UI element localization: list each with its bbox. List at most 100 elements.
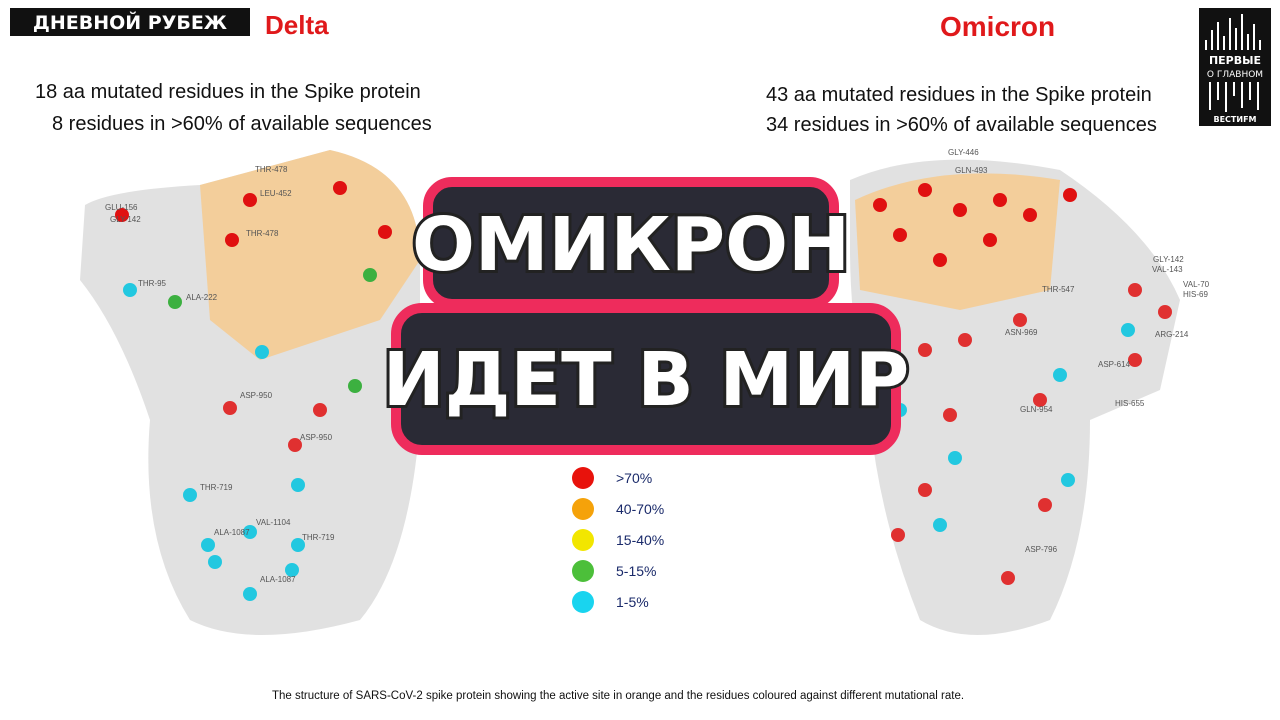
legend-swatch — [572, 560, 594, 582]
residue-label: THR-719 — [302, 533, 335, 542]
omicron-line2: 34 residues in >60% of available sequenc… — [766, 114, 1157, 136]
logo-line3: ВЕСТИFM — [1213, 115, 1256, 124]
residue-label: VAL-1104 — [256, 518, 291, 527]
residue-label: GLY-446 — [948, 148, 979, 157]
residue-label: ASP-950 — [240, 391, 273, 400]
residue-dot — [891, 528, 905, 542]
residue-dot — [243, 193, 257, 207]
residue-label: ALA-1087 — [260, 575, 296, 584]
omicron-protein — [850, 159, 1180, 636]
legend-swatch — [572, 467, 594, 489]
residue-dot — [933, 518, 947, 532]
residue-labels: GLU-156 GLY-142 THR-95 ALA-222 THR-478 LEU-45… — [105, 148, 1210, 584]
residue-dot — [873, 198, 887, 212]
residue-dot — [1001, 571, 1015, 585]
residue-dot — [1121, 323, 1135, 337]
residue-dot — [255, 345, 269, 359]
residue-dot — [168, 295, 182, 309]
residue-dot — [223, 401, 237, 415]
residue-dot — [183, 488, 197, 502]
residue-dot — [933, 253, 947, 267]
delta-line2: 8 residues in >60% of available sequence… — [52, 113, 432, 135]
residue-dot — [291, 538, 305, 552]
residue-dot — [918, 183, 932, 197]
residue-label: THR-95 — [138, 279, 167, 288]
residue-dot — [1128, 353, 1142, 367]
residue-dot — [1013, 313, 1027, 327]
delta-title: Delta — [265, 10, 329, 40]
residue-label: VAL-143 — [1152, 265, 1183, 274]
residue-label: GLY-142 — [110, 215, 141, 224]
legend-label: 1-5% — [616, 594, 649, 610]
legend-swatch — [572, 591, 594, 613]
residue-label: THR-719 — [200, 483, 233, 492]
residue-label: GLN-493 — [955, 166, 988, 175]
residue-dot — [893, 228, 907, 242]
headline-line2: ИДЕТ В МИР — [383, 337, 910, 423]
legend-swatch — [572, 529, 594, 551]
residue-dots — [115, 181, 1172, 601]
residue-dot — [1158, 305, 1172, 319]
residue-dot — [1023, 208, 1037, 222]
residue-dot — [983, 233, 997, 247]
legend-swatch — [572, 498, 594, 520]
residue-dot — [333, 181, 347, 195]
residue-dot — [291, 478, 305, 492]
residue-dot — [378, 225, 392, 239]
legend-label: 15-40% — [616, 532, 664, 548]
residue-dot — [208, 555, 222, 569]
logo-line2: О ГЛАВНОМ — [1207, 70, 1263, 80]
headline-line1: ОМИКРОН — [412, 202, 850, 288]
residue-dot — [1061, 473, 1075, 487]
residue-label: GLY-142 — [1153, 255, 1184, 264]
residue-dot — [953, 203, 967, 217]
badge-bg — [10, 8, 250, 36]
residue-label: ALA-1087 — [214, 528, 250, 537]
residue-dot — [123, 283, 137, 297]
residue-dot — [943, 408, 957, 422]
residue-label: ALA-222 — [186, 293, 218, 302]
residue-dot — [201, 538, 215, 552]
residue-dot — [1128, 283, 1142, 297]
residue-dot — [243, 525, 257, 539]
residue-label: ASN-969 — [1005, 328, 1038, 337]
headline-box-2 — [391, 303, 901, 455]
omicron-line1: 43 aa mutated residues in the Spike prot… — [766, 84, 1152, 106]
residue-dot — [348, 379, 362, 393]
residue-dot — [115, 208, 129, 222]
logo-line1: ПЕРВЫЕ — [1209, 54, 1261, 67]
residue-label: LEU-452 — [260, 189, 292, 198]
residue-label: THR-478 — [255, 165, 288, 174]
residue-dot — [285, 563, 299, 577]
residue-dot — [225, 233, 239, 247]
residue-dot — [993, 193, 1007, 207]
residue-label: HIS-655 — [1115, 399, 1145, 408]
residue-dot — [918, 483, 932, 497]
residue-dot — [313, 403, 327, 417]
omicron-title: Omicron — [940, 11, 1055, 42]
residue-label: ARG-214 — [1155, 330, 1189, 339]
residue-dot — [1033, 393, 1047, 407]
legend-label: >70% — [616, 470, 652, 486]
residue-dot — [1038, 498, 1052, 512]
delta-line1: 18 aa mutated residues in the Spike prot… — [35, 81, 421, 103]
residue-dot — [288, 438, 302, 452]
residue-dot — [918, 343, 932, 357]
residue-dot — [363, 268, 377, 282]
badge: ДНЕВНОЙ РУБЕЖ — [33, 11, 227, 34]
residue-label: GLN-954 — [1020, 405, 1053, 414]
residue-dot — [243, 587, 257, 601]
residue-label: VAL-70 — [1183, 280, 1210, 289]
legend-label: 40-70% — [616, 501, 664, 517]
residue-label: HIS-69 — [1183, 290, 1208, 299]
residue-dot — [958, 333, 972, 347]
residue-label: THR-547 — [1042, 285, 1075, 294]
residue-label: ASP-796 — [1025, 545, 1058, 554]
residue-label: ASP-614 — [1098, 360, 1131, 369]
residue-dot — [1053, 368, 1067, 382]
caption: The structure of SARS-CoV-2 spike protei… — [272, 690, 964, 702]
residue-dot — [1063, 188, 1077, 202]
residue-label: GLU-156 — [105, 203, 138, 212]
